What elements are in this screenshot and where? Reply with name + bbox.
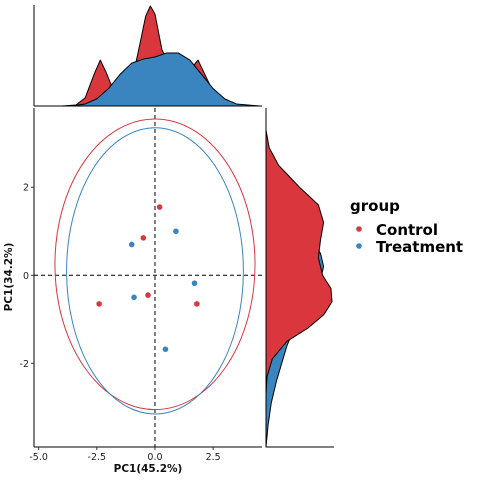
top-density-treatment xyxy=(70,52,261,107)
x-tick-label-4: 2.5 xyxy=(206,452,221,463)
point-control-4 xyxy=(145,292,151,298)
legend-title: group xyxy=(350,197,400,215)
top-marginal-density xyxy=(33,5,262,107)
right-marginal-density xyxy=(265,108,334,448)
point-control-2 xyxy=(140,235,147,241)
point-treatment-1 xyxy=(173,228,179,235)
ellipse-control xyxy=(54,118,256,411)
y-axis-title: PC1(34.2%) xyxy=(3,243,15,312)
ellipse-treatment xyxy=(66,127,244,415)
legend-label-treatment: Treatment xyxy=(376,238,463,256)
point-treatment-5 xyxy=(162,346,169,353)
y-tick-label-1: -2 xyxy=(20,359,29,370)
point-treatment-3 xyxy=(191,280,198,287)
point-control-5 xyxy=(194,301,200,307)
x-tick-label-2: -2.5 xyxy=(88,452,107,463)
y-tick-label-2: 0 xyxy=(23,271,29,282)
y-tick-label-3: 2 xyxy=(23,183,29,194)
legend-key-treatment xyxy=(356,243,362,249)
x-tick-label-1: -5.0 xyxy=(29,452,48,463)
y-axis: -2 0 2 xyxy=(20,108,35,447)
point-control-1 xyxy=(156,204,163,210)
point-treatment-2 xyxy=(128,241,135,248)
x-tick-label-3: 0.0 xyxy=(147,452,162,463)
x-axis: -5.0 -2.5 0.0 2.5 xyxy=(29,446,262,463)
x-axis-title: PC1(45.2%) xyxy=(114,463,183,475)
main-plot-panel xyxy=(34,108,262,447)
legend-key-control xyxy=(356,226,362,232)
point-control-3 xyxy=(96,301,102,307)
right-density-control xyxy=(265,129,333,395)
legend-label-control: Control xyxy=(376,221,438,239)
point-treatment-4 xyxy=(131,294,137,301)
